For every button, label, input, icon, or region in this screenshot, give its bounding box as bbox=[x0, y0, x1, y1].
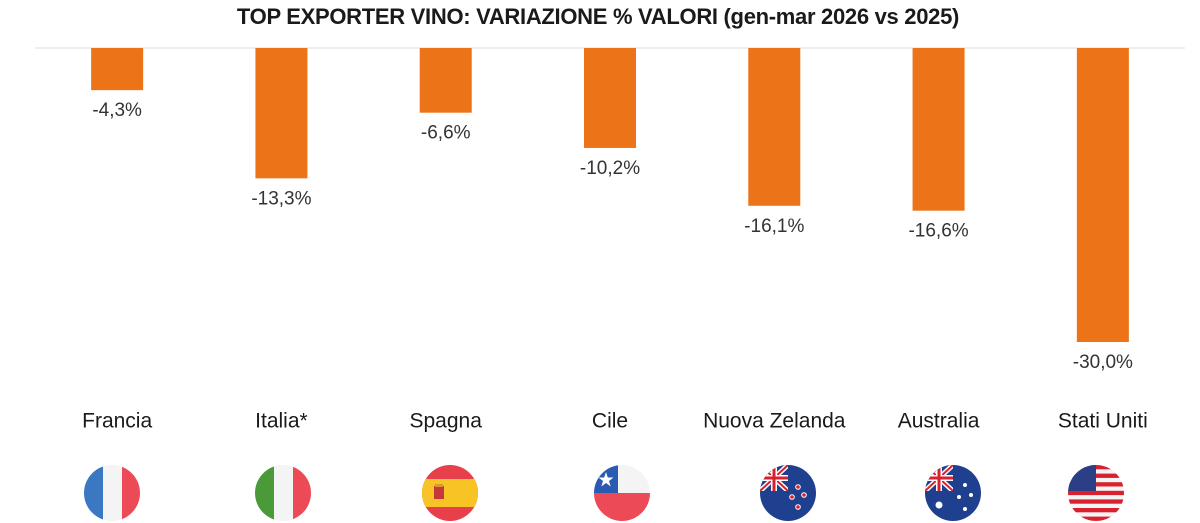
value-label: -13,3% bbox=[251, 188, 311, 209]
flag-chile bbox=[594, 465, 650, 521]
value-label: -6,6% bbox=[421, 123, 471, 144]
category-label: Australia bbox=[898, 410, 980, 433]
category-label: Francia bbox=[82, 410, 152, 433]
bar bbox=[419, 48, 472, 113]
flag-australia bbox=[925, 465, 981, 521]
flag-new-zealand bbox=[760, 465, 816, 521]
category-label: Cile bbox=[592, 410, 628, 433]
category-label: Stati Uniti bbox=[1058, 410, 1148, 433]
bar bbox=[584, 48, 636, 148]
category-label: Nuova Zelanda bbox=[703, 410, 846, 433]
value-label: -4,3% bbox=[92, 100, 142, 121]
flag-france bbox=[84, 465, 140, 521]
flag-usa bbox=[1068, 465, 1124, 521]
bar bbox=[255, 48, 308, 179]
value-label: -16,1% bbox=[744, 216, 804, 237]
value-label: -30,0% bbox=[1073, 352, 1133, 373]
category-label: Spagna bbox=[410, 410, 483, 433]
bar bbox=[912, 48, 965, 211]
bar bbox=[91, 48, 144, 91]
category-label: Italia* bbox=[255, 410, 308, 433]
value-label: -16,6% bbox=[908, 221, 968, 242]
flag-italy bbox=[255, 465, 311, 521]
flag-spain bbox=[422, 465, 478, 521]
value-label: -10,2% bbox=[580, 158, 640, 179]
chart-title: TOP EXPORTER VINO: VARIAZIONE % VALORI (… bbox=[237, 4, 959, 29]
bar bbox=[748, 48, 801, 206]
bar bbox=[1076, 48, 1129, 342]
flags bbox=[84, 465, 1124, 521]
